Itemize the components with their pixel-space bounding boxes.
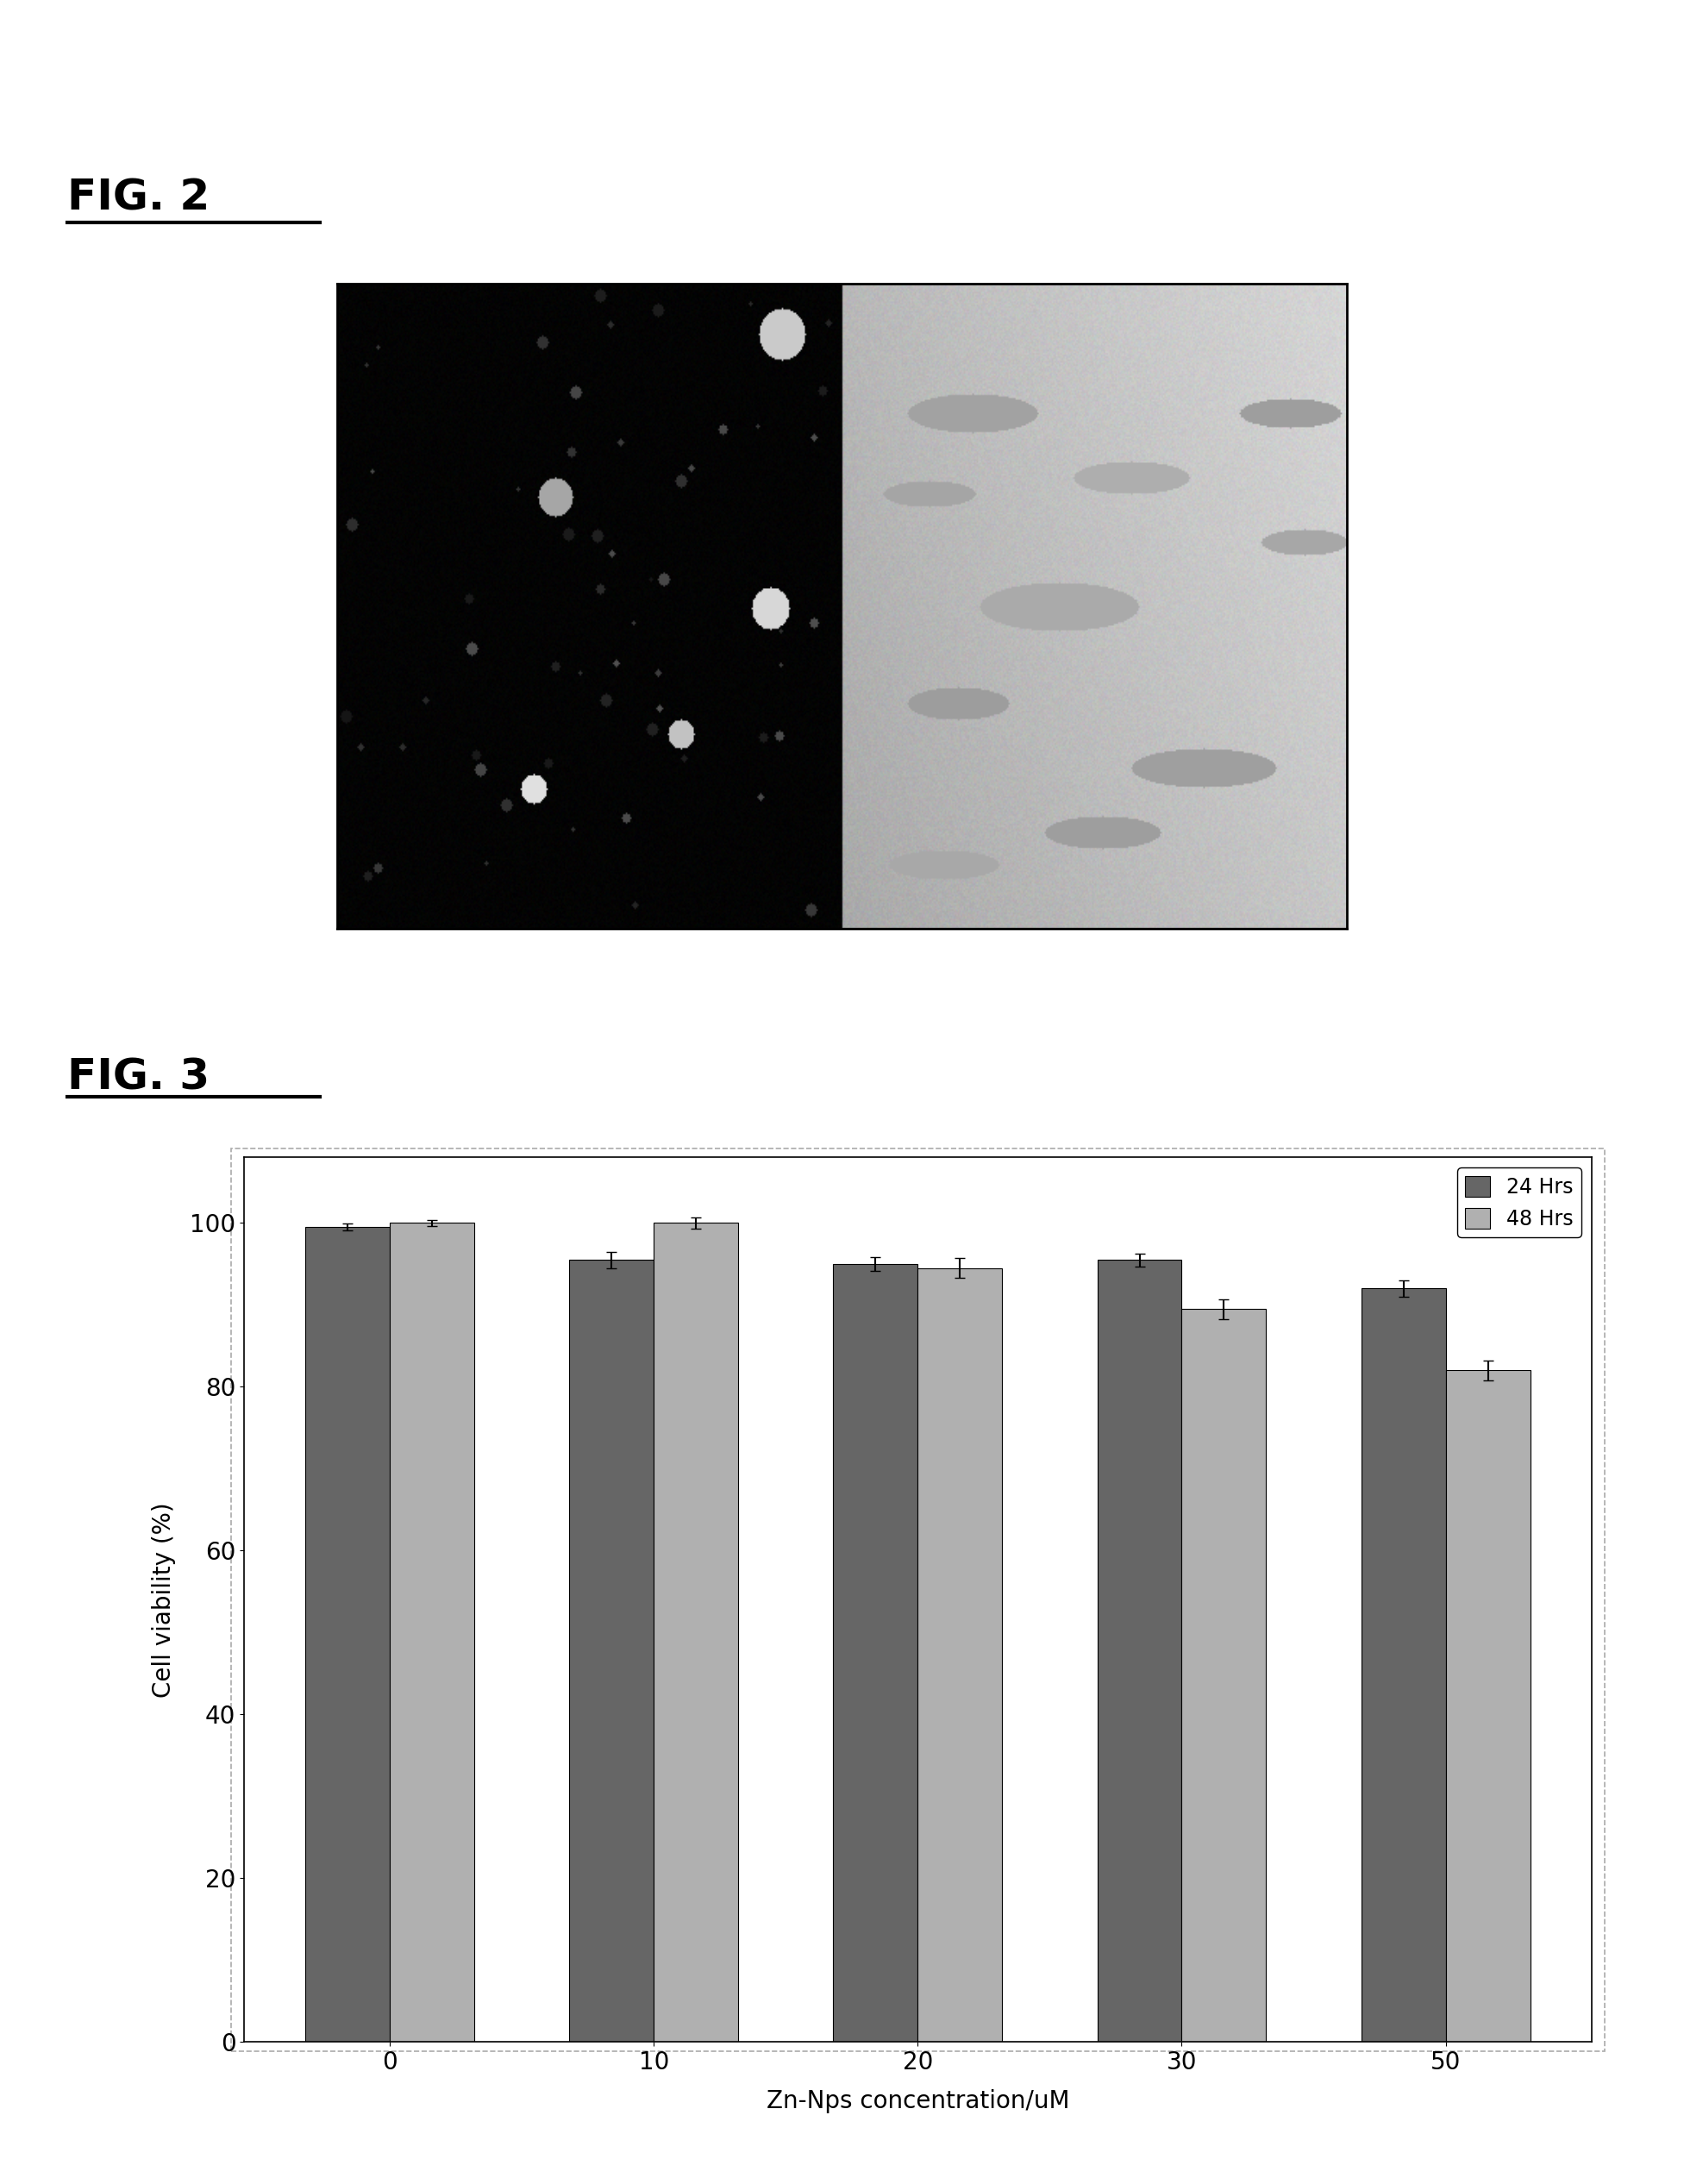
Bar [1361, 1289, 1445, 2042]
Bar [653, 1223, 738, 2042]
Bar [1182, 1308, 1266, 2042]
Bar [305, 1227, 391, 2042]
Text: FIG. 2: FIG. 2 [67, 177, 210, 218]
Bar [569, 1260, 653, 2042]
Y-axis label: Cell viability (%): Cell viability (%) [152, 1503, 175, 1697]
X-axis label: Zn-Nps concentration/uM: Zn-Nps concentration/uM [766, 2088, 1069, 2114]
Legend: 24 Hrs, 48 Hrs: 24 Hrs, 48 Hrs [1457, 1168, 1581, 1238]
Bar [1098, 1260, 1182, 2042]
Bar [1445, 1372, 1531, 2042]
Bar [918, 1269, 1002, 2042]
Bar [391, 1223, 475, 2042]
Bar [834, 1265, 918, 2042]
Text: FIG. 3: FIG. 3 [67, 1057, 210, 1099]
